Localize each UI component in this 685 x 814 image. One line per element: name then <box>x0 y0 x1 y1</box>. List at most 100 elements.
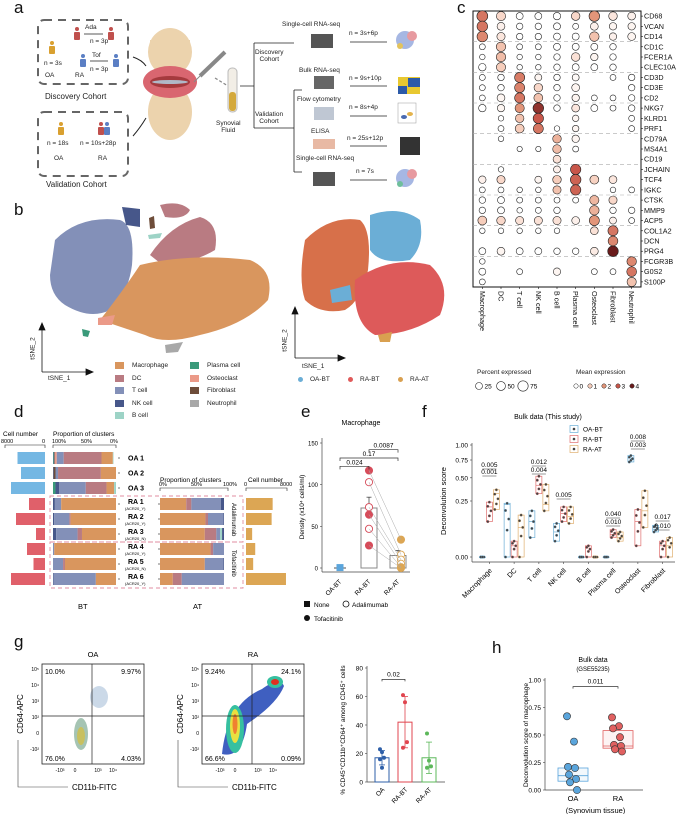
at-proportion-segment <box>220 528 223 540</box>
bt-label: BT <box>78 602 88 611</box>
data-point <box>521 525 525 529</box>
syringe-icon <box>193 50 227 83</box>
data-point <box>629 454 633 458</box>
method-n-5: n = 7s <box>356 168 374 175</box>
sample-response-label: (ACR20_Y) <box>125 581 146 586</box>
dot-CD14-DC <box>496 32 506 41</box>
y-tick-label: 10³ <box>192 699 200 705</box>
y-tick-label: 0.00 <box>528 788 541 795</box>
bt-cell-number-bar <box>36 528 45 540</box>
data-point <box>396 535 406 544</box>
method-n-2: n = 9s+10p <box>349 75 382 82</box>
data-point <box>666 555 670 559</box>
dot-IGKC-Macrophage <box>479 186 486 194</box>
data-point <box>364 503 374 512</box>
cluster-legend-item: T cell <box>115 387 147 394</box>
y-tick-label: 80 <box>356 666 364 673</box>
left-prop-axis <box>52 444 117 448</box>
data-point <box>666 538 670 542</box>
chart-title: Bulk data <box>578 657 607 664</box>
legend-dot <box>348 377 353 382</box>
bt-proportion-segment <box>54 498 62 510</box>
dot-MMP9-DC <box>497 206 505 215</box>
dot-CD68-Tcell <box>515 12 524 20</box>
data-point <box>638 521 641 524</box>
dot-PRG4-Tcell <box>515 247 524 256</box>
group-legend-item: OA-BT <box>298 376 330 383</box>
y-tick-label: 10⁵ <box>31 667 39 673</box>
dot-FCER1A-Plasmacell <box>571 52 581 62</box>
gene-label: CD3E <box>644 83 663 92</box>
data-point <box>378 747 382 752</box>
sample-label: RA 5 <box>128 559 144 566</box>
data-point <box>507 517 511 521</box>
dot-CD3E-Macrophage <box>479 84 486 91</box>
group-legend-item: RA-BT <box>348 376 380 383</box>
flow-density-core <box>77 727 85 745</box>
y-tick-label: 50 <box>311 525 318 531</box>
dot-CTSK-NKcell <box>535 196 542 204</box>
dot-CD2-Tcell <box>514 92 526 104</box>
dot-ACP5-Bcell <box>552 216 562 225</box>
dot-TCF4-DC <box>496 175 506 185</box>
data-point <box>655 526 659 530</box>
bt-proportion-segment <box>100 467 116 479</box>
dot-CD14-Osteoclast <box>589 31 600 42</box>
gene-label: MS4A1 <box>644 145 668 154</box>
data-point <box>405 740 409 745</box>
bt-proportion-segment <box>53 528 57 540</box>
p-value: 0.010 <box>654 523 671 530</box>
cell-type-label: Plasma cell <box>571 291 580 328</box>
cluster-legend: Macrophage DC T cell NK cell B cell Plasma ce… <box>115 362 275 422</box>
data-point <box>659 541 663 545</box>
data-point <box>610 536 613 540</box>
size-legend-circle <box>475 382 483 390</box>
panel-letter-e: e <box>301 402 311 421</box>
x-tick-label: -10³ <box>216 768 225 774</box>
sample-label: RA 6 <box>128 574 144 581</box>
dot-CLEC10A-Bcell <box>553 63 561 71</box>
tick: 100% <box>223 482 237 488</box>
data-point <box>480 555 484 559</box>
dot-CD2-Plasmacell <box>571 93 580 102</box>
data-point <box>585 555 589 559</box>
data-point <box>563 712 571 721</box>
bt-cell-number-bar <box>29 498 45 510</box>
gene-label: FCGR3B <box>644 257 673 266</box>
sample-response-label: (ACR20_Y) <box>125 521 146 526</box>
tsne-cluster-osteoclast <box>98 315 115 325</box>
legend-swatch <box>190 374 199 382</box>
sample-response-label: (ACR20_Y) <box>125 506 146 511</box>
data-point <box>669 541 673 545</box>
bt-proportion-segment <box>101 452 113 464</box>
bt-proportion-segment <box>55 482 60 494</box>
cell-type-label: NK cell <box>534 291 543 314</box>
bt-proportion-segment <box>53 452 54 464</box>
data-point <box>546 494 549 498</box>
dot-KLRD1-Tcell <box>515 113 525 123</box>
right-prop-axis <box>159 487 229 491</box>
sample-label: RA 3 <box>128 529 144 536</box>
legend-dot <box>398 377 403 382</box>
p-value: 0.001 <box>481 469 498 476</box>
flow-plot-title: RA <box>248 650 258 659</box>
y-tick-label: 1.00 <box>528 678 541 685</box>
dot-CD68-Plasmacell <box>571 11 581 21</box>
dot-CD14-NKcell <box>534 32 542 41</box>
data-point <box>403 700 407 705</box>
y-tick-label: 10⁴ <box>191 683 199 689</box>
data-point <box>643 489 647 493</box>
data-point <box>535 478 539 482</box>
legend-label: RA-AT <box>583 447 602 454</box>
right-cell-number-header: Cell number <box>248 477 284 484</box>
dot-FCER1A-DC <box>495 51 507 63</box>
tsne-groups-map <box>301 211 445 342</box>
method-n-4: n = 25s+12p <box>347 135 384 142</box>
at-proportion-segment <box>204 528 217 540</box>
data-point <box>562 515 566 519</box>
at-cell-number-bar <box>246 528 253 540</box>
tsne-cluster-fibroblast <box>149 216 155 229</box>
dot-CD3E-Plasmacell <box>571 83 580 92</box>
significance-bracket <box>339 457 399 461</box>
legend-label: OA-BT <box>583 427 603 434</box>
